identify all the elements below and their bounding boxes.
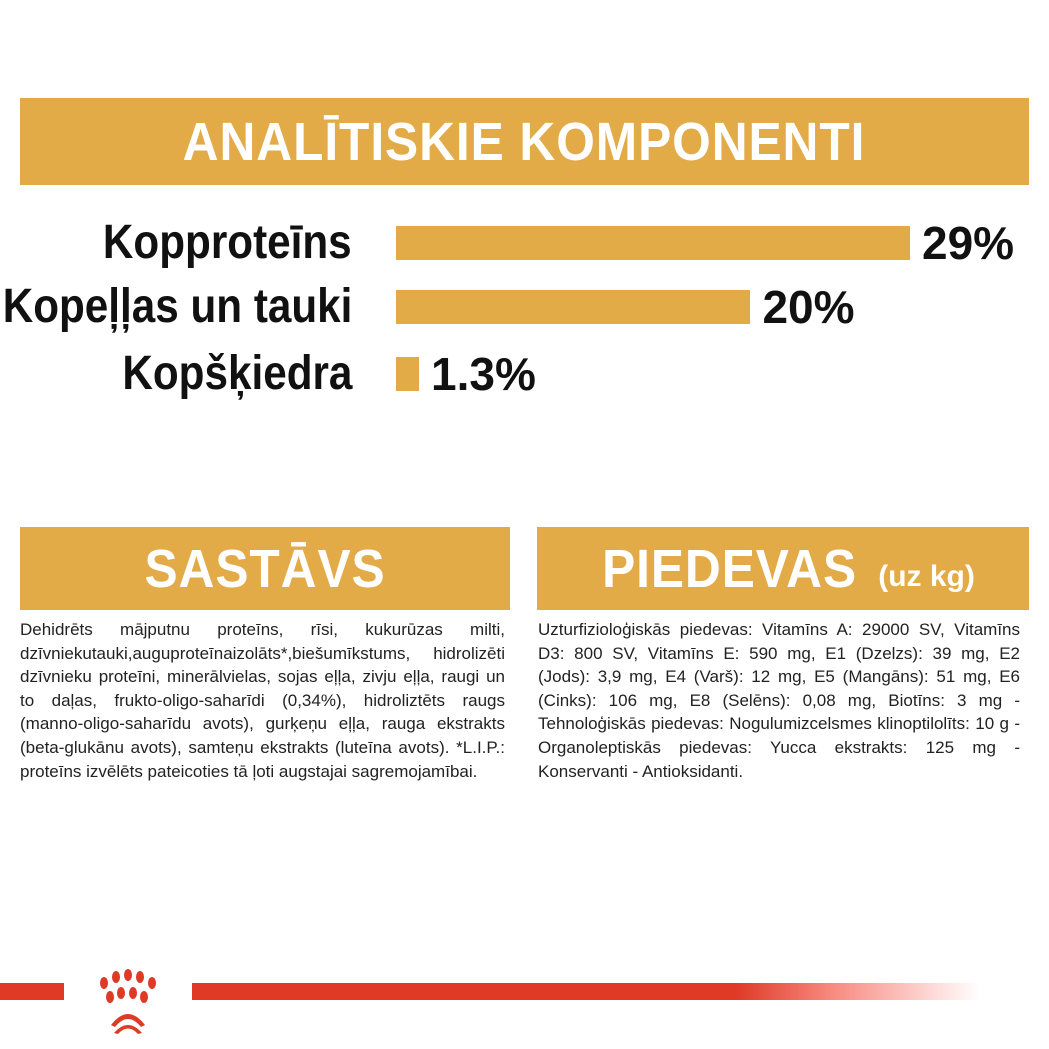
component-label: Kopšķiedra	[121, 347, 352, 400]
header-title: ANALĪTISKIE KOMPONENTI	[183, 111, 866, 172]
component-bar	[396, 357, 420, 391]
component-value: 20%	[762, 281, 855, 333]
footer-red-line	[0, 983, 980, 1000]
composition-header: SASTĀVS	[20, 527, 510, 610]
composition-title: SASTĀVS	[144, 538, 386, 599]
composition-text: Dehidrēts mājputnu proteīns, rīsi, kukur…	[20, 620, 505, 781]
additives-header: PIEDEVAS (uz kg)	[537, 527, 1029, 610]
royal-canin-crown-logo-icon	[64, 955, 192, 1035]
component-value: 29%	[922, 217, 1015, 269]
component-bar	[396, 226, 910, 260]
component-row-fat: Kopeļļas un tauki 20%	[0, 277, 1049, 337]
additives-title: PIEDEVAS	[602, 538, 858, 599]
component-label: Kopeļļas un tauki	[2, 280, 352, 333]
component-label: Kopproteīns	[103, 216, 352, 269]
component-bar	[396, 290, 751, 324]
component-row-protein: Kopproteīns 29%	[0, 213, 1049, 273]
component-value: 1.3%	[431, 348, 536, 400]
analytic-components-header: ANALĪTISKIE KOMPONENTI	[20, 98, 1029, 185]
component-row-fibre: Kopšķiedra 1.3%	[0, 344, 1049, 404]
additives-text: Uzturfizioloģiskās piedevas: Vitamīns A:…	[538, 620, 1020, 781]
additives-subtitle: (uz kg)	[878, 560, 975, 593]
